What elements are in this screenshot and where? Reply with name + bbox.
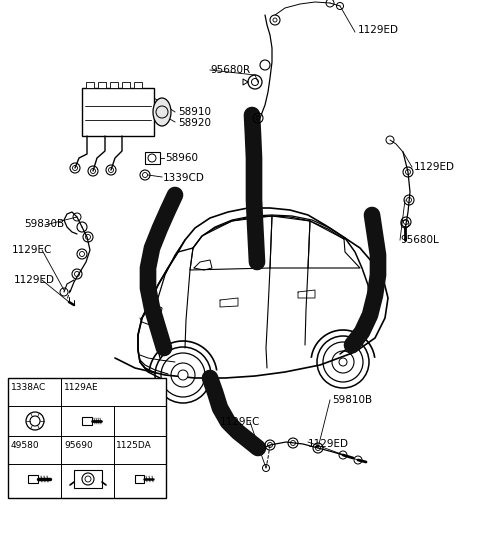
Bar <box>110 82 118 88</box>
Text: 95690: 95690 <box>64 442 93 450</box>
Text: 1338AC: 1338AC <box>11 383 46 392</box>
Bar <box>28 475 38 483</box>
Text: 1129ED: 1129ED <box>308 439 349 449</box>
Text: 1129ED: 1129ED <box>414 162 455 172</box>
Text: 1129ED: 1129ED <box>14 275 55 285</box>
Bar <box>145 152 160 164</box>
Ellipse shape <box>153 98 171 126</box>
Text: 95680R: 95680R <box>210 65 250 75</box>
Bar <box>98 82 106 88</box>
Text: 58960: 58960 <box>165 153 198 163</box>
Bar <box>8 378 166 498</box>
Bar <box>122 82 130 88</box>
Text: 59830B: 59830B <box>24 219 64 229</box>
Text: 59810B: 59810B <box>332 395 372 405</box>
Circle shape <box>339 358 347 366</box>
Text: 1129ED: 1129ED <box>358 25 399 35</box>
Text: 49580: 49580 <box>11 442 40 450</box>
Text: 1129EC: 1129EC <box>220 417 260 427</box>
Text: 95680L: 95680L <box>400 235 439 245</box>
Bar <box>86 82 94 88</box>
Bar <box>134 82 142 88</box>
Text: 1339CD: 1339CD <box>163 173 205 183</box>
Text: 58910: 58910 <box>178 107 211 117</box>
Bar <box>135 475 144 483</box>
Bar <box>74 470 102 488</box>
Circle shape <box>178 370 188 380</box>
Text: 1129AE: 1129AE <box>64 383 98 392</box>
Text: 1125DA: 1125DA <box>116 442 152 450</box>
Bar <box>82 88 154 136</box>
Text: 1129EC: 1129EC <box>12 245 52 255</box>
Text: 58920: 58920 <box>178 118 211 128</box>
Bar <box>82 417 92 425</box>
